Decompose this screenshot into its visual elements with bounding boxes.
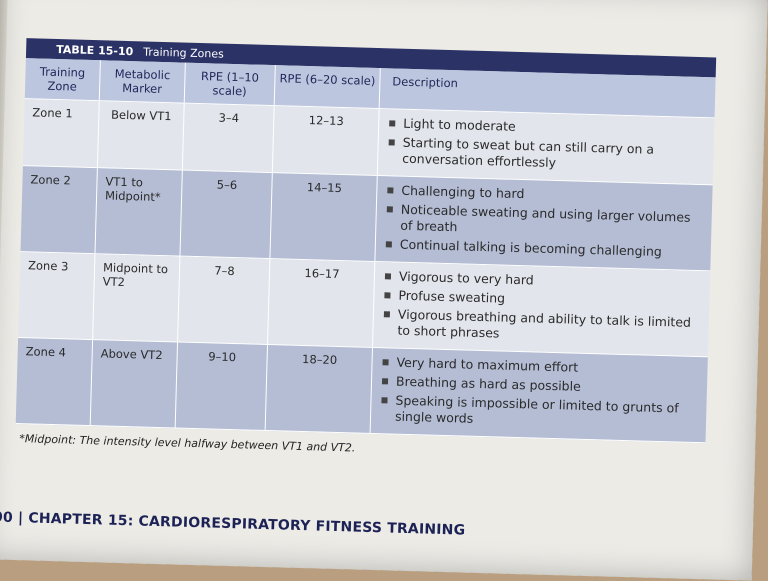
description-item: Vigorous breathing and ability to talk i…	[381, 306, 701, 347]
page-number: 500	[0, 509, 14, 526]
marker-cell: VT1 to Midpoint*	[95, 168, 183, 256]
rpe10-cell: 7–8	[178, 256, 271, 345]
zone-cell: Zone 4	[15, 338, 94, 426]
zone-cell: Zone 3	[18, 252, 96, 340]
description-cell: Challenging to hard Noticeable sweating …	[375, 176, 712, 270]
rpe10-cell: 9–10	[175, 342, 269, 431]
description-cell: Very hard to maximum effort Breathing as…	[371, 348, 708, 442]
marker-cell: Above VT2	[90, 340, 179, 428]
header-metabolic-marker: Metabolic Marker	[99, 60, 186, 103]
description-item: Starting to sweat but can still carry on…	[386, 134, 706, 175]
rpe20-cell: 16–17	[268, 259, 376, 347]
zone-cell: Zone 2	[20, 166, 98, 254]
rpe10-cell: 3–4	[182, 103, 275, 173]
footer-separator: |	[17, 510, 24, 527]
header-training-zone: Training Zone	[24, 58, 101, 101]
description-item: Noticeable sweating and using larger vol…	[384, 201, 704, 242]
rpe20-cell: 14–15	[270, 173, 378, 262]
page-footer: 500 | CHAPTER 15: CARDIORESPIRATORY FITN…	[0, 509, 465, 538]
chapter-title: CHAPTER 15: CARDIORESPIRATORY FITNESS TR…	[28, 510, 466, 539]
rpe20-cell: 12–13	[272, 106, 380, 176]
description-cell: Vigorous to very hard Profuse sweating V…	[373, 262, 710, 356]
marker-cell: Below VT1	[97, 101, 185, 170]
table-title: Training Zones	[143, 44, 225, 61]
zone-cell: Zone 1	[22, 99, 100, 168]
description-item: Speaking is impossible or limited to gru…	[379, 392, 699, 433]
description-cell: Light to moderate Starting to sweat but …	[378, 109, 715, 184]
marker-cell: Midpoint to VT2	[93, 254, 181, 342]
rpe20-cell: 18–20	[265, 345, 373, 433]
header-rpe-20: RPE (6–20 scale)	[274, 65, 381, 109]
page-edge	[0, 0, 9, 546]
training-zones-table: TABLE 15-10 Training Zones Training Zone…	[15, 38, 717, 464]
table-number: TABLE 15-10	[56, 42, 134, 58]
rpe10-cell: 5–6	[180, 170, 273, 259]
header-rpe-10: RPE (1–10 scale)	[184, 62, 276, 106]
table-row: Zone 4 Above VT2 9–10 18–20 Very hard to…	[15, 338, 708, 444]
